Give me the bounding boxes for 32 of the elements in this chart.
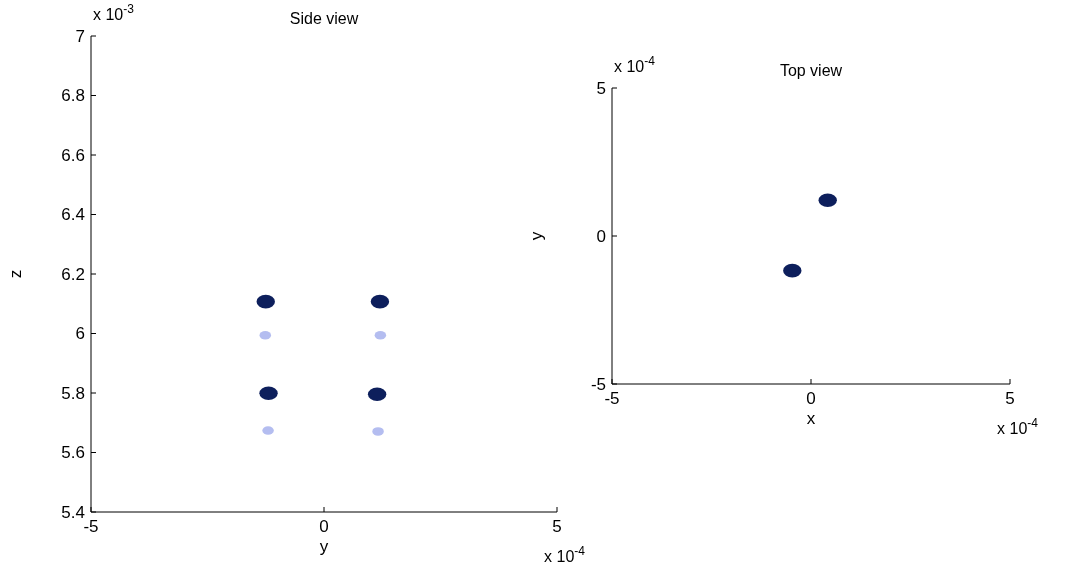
x-tick-label: 0 (319, 517, 329, 536)
chart-title: Side view (289, 10, 359, 27)
text: x 10$^{-4}$ (997, 416, 1039, 437)
x-axis-title: x (806, 409, 816, 428)
x-tick-label: 0 (806, 389, 816, 408)
text: x 10$^{-3}$ (93, 2, 135, 23)
y-tick-label: 6.4 (61, 205, 85, 225)
text: x 10$^{-4}$ (614, 54, 656, 75)
text: x 10$^{-4}$ (544, 544, 586, 565)
y-tick-label: -5 (590, 374, 606, 394)
point (259, 386, 278, 401)
y-tick-label: 5.8 (61, 383, 85, 403)
y-tick-label: 5.4 (61, 502, 85, 522)
y-tick-label: 6.2 (61, 264, 85, 284)
chart-title: Top view (779, 62, 843, 79)
y-tick-label: 6 (75, 324, 85, 344)
x-tick-label: 5 (1005, 389, 1015, 408)
y-tick-label: 7 (75, 26, 85, 46)
y-tick-label: 6.8 (61, 86, 85, 106)
point (367, 387, 387, 401)
y-tick-label: 0 (596, 226, 606, 246)
point (372, 427, 384, 436)
x-tick-label: 5 (552, 517, 562, 536)
y-tick-label: 5 (596, 78, 606, 98)
point (370, 294, 390, 309)
y-axis-title: y (527, 231, 546, 241)
point (256, 294, 275, 309)
y-tick-label: 6.6 (61, 145, 85, 165)
y-axis-title: z (6, 269, 25, 279)
y-tick-label: 5.6 (61, 443, 85, 463)
x-axis-title: y (319, 537, 329, 556)
point (262, 426, 274, 435)
